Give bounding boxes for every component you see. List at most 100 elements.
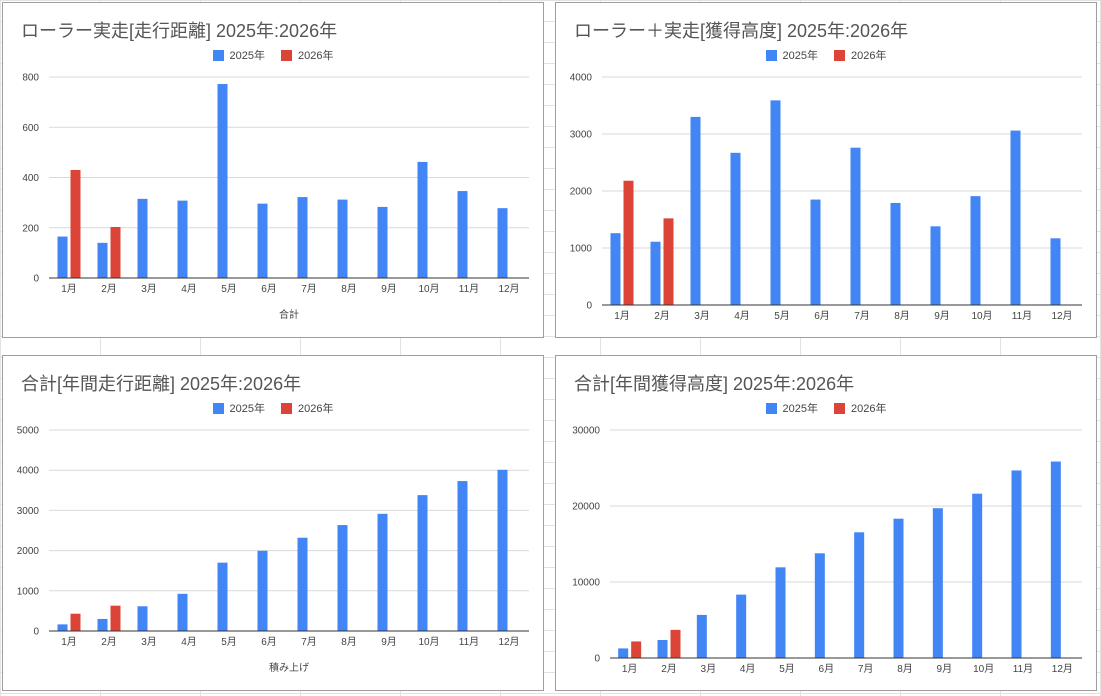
x-tick-label: 1月 <box>614 310 630 322</box>
bars <box>610 100 1061 306</box>
bar-2025 <box>497 469 508 631</box>
x-tick-label: 12月 <box>1051 310 1072 322</box>
y-tick-label: 1000 <box>17 586 40 597</box>
bar-2025 <box>657 639 668 658</box>
bar-2025 <box>177 200 188 278</box>
chart-panel-annual-distance[interactable]: 合計[年間走行距離] 2025年:2026年 2025年 2026年 0 1000… <box>2 355 544 691</box>
legend-label: 2026年 <box>851 50 887 62</box>
y-tick-label: 1000 <box>570 244 593 255</box>
y-tick-label: 0 <box>586 301 592 312</box>
legend-item-2026: 2026年 <box>281 400 333 416</box>
bar-2025 <box>57 624 68 631</box>
bar-2025 <box>417 495 428 631</box>
x-tick-label: 3月 <box>141 636 157 648</box>
bar-2025 <box>972 493 983 658</box>
x-tick-label: 2月 <box>101 283 117 295</box>
x-tick-label: 6月 <box>819 663 835 675</box>
x-tick-label: 11月 <box>459 636 479 648</box>
bar-2026 <box>110 226 121 278</box>
bar-2025 <box>257 550 268 631</box>
x-tick-label: 6月 <box>261 283 277 295</box>
y-tick-label: 800 <box>22 73 39 84</box>
chart-title: ローラー＋実走[獲得高度] 2025年:2026年 <box>574 21 909 41</box>
chart-title: 合計[年間獲得高度] 2025年:2026年 <box>574 374 855 394</box>
x-tick-label: 7月 <box>854 310 870 322</box>
y-tick-label: 3000 <box>570 130 593 141</box>
bar-2025 <box>457 191 468 278</box>
x-tick-label: 1月 <box>622 663 638 675</box>
x-axis-title: 積み上げ <box>269 661 309 674</box>
legend-swatch-2025 <box>765 49 777 61</box>
x-tick-label: 3月 <box>694 310 710 322</box>
y-tick-label: 0 <box>594 654 600 665</box>
bar-2026 <box>623 180 634 305</box>
x-tick-label: 8月 <box>897 663 913 675</box>
bar-2025 <box>377 206 388 278</box>
legend-swatch-2026 <box>281 402 292 414</box>
gridlines <box>602 76 1082 249</box>
x-tick-label: 10月 <box>973 663 994 675</box>
bar-2025 <box>970 196 981 305</box>
legend-label: 2025年 <box>229 403 265 415</box>
legend-label: 2025年 <box>782 403 818 415</box>
bar-2025 <box>850 147 861 305</box>
gridlines <box>610 429 1082 583</box>
bars <box>57 84 508 278</box>
chart-legend: 2025年 2026年 <box>3 47 543 63</box>
bar-2026 <box>110 605 121 631</box>
legend-swatch-2025 <box>212 402 224 414</box>
x-tick-label: 9月 <box>937 663 953 675</box>
chart-plot-svg: 0 200 400 600 800 1月 2月 3月 4月 5月 6月 7月 8月 9月 10月 11月 12… <box>22 73 529 321</box>
y-tick-label: 600 <box>22 123 39 134</box>
bar-2025 <box>217 84 228 278</box>
y-tick-labels: 0 1000 2000 3000 4000 <box>570 73 593 312</box>
y-tick-label: 0 <box>33 274 39 285</box>
x-tick-label: 2月 <box>101 636 117 648</box>
x-tick-label: 11月 <box>1012 310 1032 322</box>
y-tick-label: 0 <box>33 627 39 638</box>
bar-2025 <box>854 532 865 658</box>
bar-2026 <box>663 218 674 305</box>
bar-2025 <box>618 648 629 658</box>
x-tick-label: 9月 <box>381 636 397 648</box>
x-tick-label: 6月 <box>814 310 830 322</box>
x-axis-title: 合計 <box>279 308 299 321</box>
bar-2025 <box>736 594 747 658</box>
y-tick-label: 20000 <box>572 502 600 513</box>
chart-panel-distance[interactable]: ローラー実走[走行距離] 2025年:2026年 2025年 2026年 0 20… <box>2 2 544 338</box>
chart-legend: 2025年 2026年 <box>3 400 543 416</box>
y-tick-label: 400 <box>22 173 39 184</box>
chart-legend: 2025年 2026年 <box>556 47 1096 63</box>
bar-2025 <box>810 199 821 305</box>
legend-swatch-2025 <box>212 49 224 61</box>
chart-panel-elevation[interactable]: ローラー＋実走[獲得高度] 2025年:2026年 2025年 2026年 0 1… <box>555 2 1097 338</box>
x-tick-label: 10月 <box>418 636 439 648</box>
legend-label: 2025年 <box>229 50 265 62</box>
bar-2026 <box>70 169 81 278</box>
bar-2025 <box>730 152 741 305</box>
chart-panel-annual-elevation[interactable]: 合計[年間獲得高度] 2025年:2026年 2025年 2026年 0 1000… <box>555 355 1097 691</box>
bar-2025 <box>1050 461 1061 658</box>
y-tick-label: 4000 <box>570 73 593 84</box>
x-tick-label: 3月 <box>141 283 157 295</box>
y-tick-label: 10000 <box>572 578 600 589</box>
x-tick-label: 5月 <box>779 663 795 675</box>
x-tick-label: 4月 <box>734 310 750 322</box>
x-tick-label: 1月 <box>61 636 77 648</box>
x-tick-label: 8月 <box>341 283 357 295</box>
x-tick-label: 10月 <box>418 283 439 295</box>
bar-2025 <box>696 614 707 658</box>
x-tick-label: 1月 <box>61 283 77 295</box>
bar-2025 <box>417 161 428 278</box>
x-tick-label: 2月 <box>654 310 670 322</box>
x-tick-label: 3月 <box>701 663 717 675</box>
bar-2025 <box>930 226 941 305</box>
x-tick-label: 8月 <box>341 636 357 648</box>
chart-title: 合計[年間走行距離] 2025年:2026年 <box>21 374 302 394</box>
y-tick-label: 5000 <box>17 426 40 437</box>
bar-2025 <box>337 525 348 631</box>
x-tick-labels: 1月 2月 3月 4月 5月 6月 7月 8月 9月 10月 11月 12月 <box>61 636 519 648</box>
y-tick-labels: 0 1000 2000 3000 4000 5000 <box>17 426 40 638</box>
legend-item-2026: 2026年 <box>281 47 333 63</box>
